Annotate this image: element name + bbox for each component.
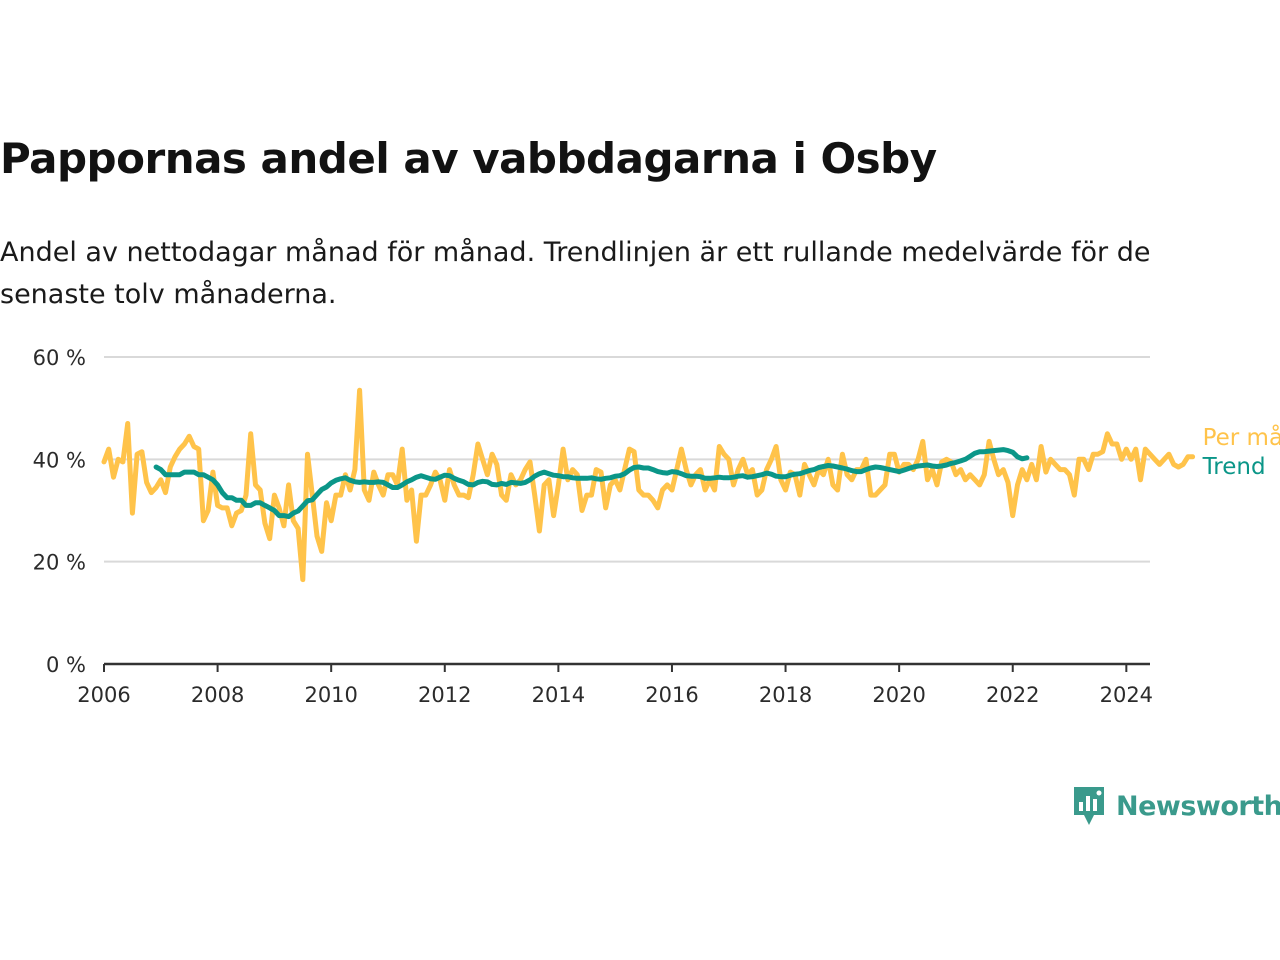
x-tick-label: 2018 <box>759 683 812 707</box>
newsworthy-logo: Newsworthy <box>1072 784 1280 828</box>
brand-name: Newsworthy <box>1116 790 1280 822</box>
line-chart: 0 % 20 % 40 % 60 % 2006 2008 2010 2012 2014 2016… <box>33 346 1280 707</box>
y-axis-ticks: 0 % 20 % 40 % 60 % <box>33 346 86 677</box>
y-tick-label: 20 % <box>33 551 86 575</box>
bar-chart-speech-bubble-icon <box>1074 787 1104 825</box>
x-tick-label: 2020 <box>872 683 925 707</box>
legend-label-per-manad: Per månad <box>1203 423 1280 451</box>
y-tick-label: 40 % <box>33 448 86 472</box>
x-tick-label: 2006 <box>77 683 130 707</box>
x-tick-label: 2022 <box>986 683 1039 707</box>
x-tick-label: 2008 <box>191 683 244 707</box>
legend-label-trend: Trend <box>1202 454 1266 480</box>
series-line-per-manad <box>101 387 1196 583</box>
x-tick-label: 2016 <box>645 683 698 707</box>
x-tick-label: 2014 <box>532 683 585 707</box>
series-line-trend <box>153 447 1030 520</box>
y-tick-label: 60 % <box>33 346 86 370</box>
x-tick-label: 2024 <box>1100 683 1153 707</box>
y-tick-label: 0 % <box>46 653 86 677</box>
x-tick-label: 2012 <box>418 683 471 707</box>
x-axis-ticks: 2006 2008 2010 2012 2014 2016 2018 2020 2022 2024 <box>77 664 1153 707</box>
chart-title: Pappornas andel av vabbdagarna i Osby <box>0 134 937 183</box>
chart-subtitle: Andel av nettodagar månad för månad. Tre… <box>0 237 1151 310</box>
x-tick-label: 2010 <box>304 683 357 707</box>
